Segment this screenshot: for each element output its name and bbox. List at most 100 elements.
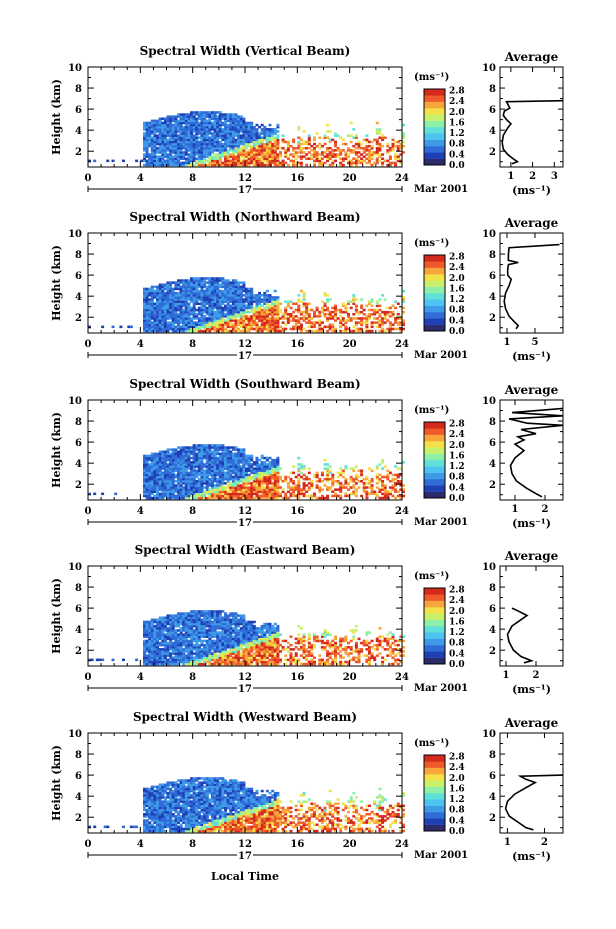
heatmap-cell [279, 151, 282, 154]
heatmap-cell [331, 323, 335, 326]
heatmap-cell [163, 144, 167, 148]
heatmap-cell [396, 140, 400, 144]
heatmap-cell [150, 656, 154, 659]
heatmap-cell [339, 484, 343, 487]
heatmap-cell [158, 117, 162, 120]
heatmap-cell [357, 155, 361, 158]
heatmap-cell [402, 134, 405, 137]
heatmap-cell [203, 304, 207, 308]
heatmap-cell [148, 319, 152, 322]
heatmap-cell [208, 125, 212, 129]
heatmap-cell [334, 308, 337, 312]
heatmap-cell [208, 492, 212, 496]
heatmap-cell [213, 475, 217, 479]
heatmap-cell [258, 291, 262, 295]
heatmap-cell [320, 161, 324, 165]
heatmap-cell [148, 317, 152, 320]
heatmap-cell [177, 123, 180, 127]
heatmap-cell [200, 454, 204, 458]
heatmap-cell [169, 291, 173, 295]
heatmap-cell [231, 315, 235, 318]
heatmap-cell [231, 446, 235, 449]
heatmap-cell [255, 488, 259, 491]
heatmap-cell [158, 289, 162, 293]
heatmap-cell [216, 494, 220, 498]
heatmap-cell [360, 329, 364, 333]
heatmap-cell [341, 302, 345, 305]
heatmap-cell [224, 463, 228, 466]
heatmap-cell [184, 308, 188, 312]
heatmap-cell [265, 294, 269, 297]
day-label: 17 [238, 518, 252, 529]
heatmap-cell [226, 302, 230, 305]
heatmap-cell [192, 115, 196, 118]
heatmap-cell [174, 473, 178, 477]
heatmap-cell [234, 281, 238, 284]
heatmap-cell [224, 113, 228, 116]
heatmap-cell [197, 302, 201, 305]
heatmap-cell [200, 113, 204, 116]
heatmap-cell [190, 115, 194, 118]
heatmap-cell [184, 140, 188, 144]
heatmap-cell [229, 291, 233, 295]
heatmap-cell [258, 296, 262, 299]
heatmap-cell [171, 315, 175, 318]
heatmap-cell [250, 136, 254, 139]
heatmap-cell [150, 298, 154, 301]
heatmap-cell [258, 294, 262, 297]
heatmap-cell [216, 310, 220, 314]
heatmap-cell [200, 304, 204, 308]
heatmap-cell [368, 149, 371, 152]
heatmap-cell [174, 456, 178, 460]
heatmap-cell [229, 477, 233, 481]
heatmap-cell [239, 319, 243, 322]
heatmap-cell [357, 329, 361, 333]
x-tick-label: 12 [238, 173, 252, 184]
heatmap-cell [352, 161, 356, 165]
heatmap-cell [258, 494, 262, 498]
heatmap-cell [208, 308, 212, 312]
heatmap-cell [218, 452, 222, 456]
heatmap-cell [281, 490, 285, 493]
heatmap-cell [331, 153, 335, 156]
heatmap-cell [177, 119, 180, 123]
heatmap-cell [211, 117, 214, 120]
heatmap-cell [158, 327, 162, 331]
heatmap-cell [268, 134, 272, 137]
heatmap-cell [195, 317, 199, 320]
heatmap-cell [163, 123, 167, 127]
heatmap-cell [305, 142, 309, 146]
heatmap-cell [373, 153, 377, 156]
heatmap-cell [328, 313, 332, 316]
heatmap-cell [336, 149, 340, 152]
heatmap-cell [305, 321, 309, 324]
heatmap-cell [271, 463, 275, 466]
heatmap-cell [388, 321, 392, 324]
heatmap-cell [211, 138, 214, 142]
heatmap-cell [166, 291, 170, 295]
heatmap-cell [153, 134, 157, 137]
heatmap-cell [177, 136, 180, 139]
heatmap-cell [192, 136, 196, 139]
heatmap-cell [260, 463, 264, 466]
heatmap-cell [279, 325, 282, 329]
heatmap-cell [213, 488, 217, 491]
heatmap-cell [383, 465, 387, 468]
heatmap-cell [354, 494, 358, 498]
heatmap-cell [218, 132, 222, 135]
heatmap-cell [365, 490, 369, 493]
heatmap-cell [265, 155, 269, 158]
heatmap-cell [205, 446, 209, 449]
heatmap-cell [239, 492, 243, 496]
heatmap-cell [208, 452, 212, 456]
heatmap-cell [362, 488, 366, 491]
heatmap-cell [190, 285, 194, 289]
heatmap-cell [247, 486, 251, 489]
heatmap-cell [200, 287, 204, 291]
heatmap-cell [148, 308, 152, 312]
heatmap-cell [184, 471, 188, 475]
heatmap-cell [305, 304, 309, 308]
heatmap-cell [362, 155, 366, 158]
heatmap-cell [221, 329, 225, 333]
heatmap-cell [195, 300, 199, 303]
